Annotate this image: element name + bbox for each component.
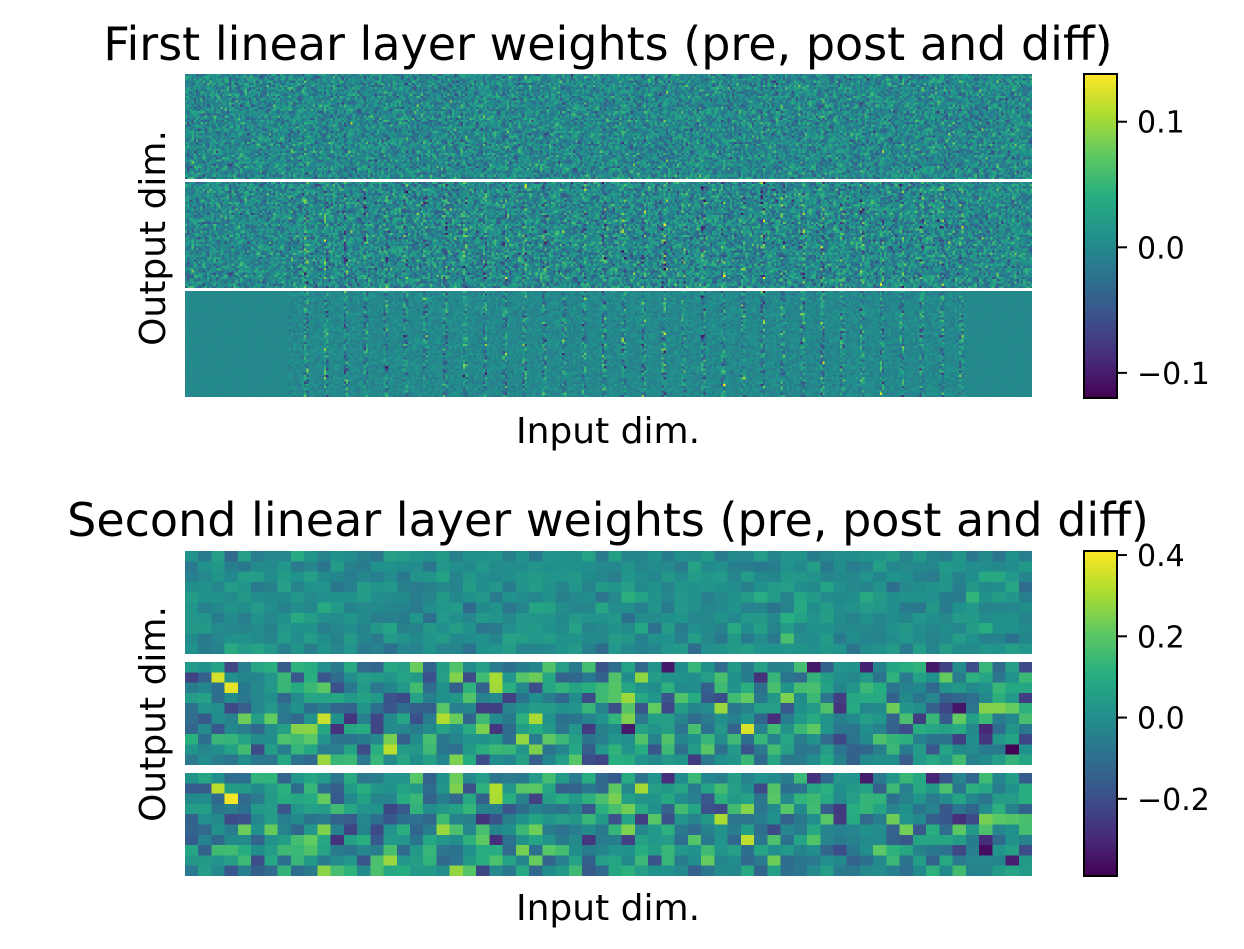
- y-axis-label: Output dim.: [133, 606, 174, 822]
- colorbar-tick-label: −0.1: [1137, 357, 1210, 392]
- y-axis-label: Output dim.: [133, 130, 174, 346]
- x-axis-label: Input dim.: [516, 411, 700, 452]
- colorbar-gradient: [1083, 550, 1118, 877]
- chart-first-layer: First linear layer weights (pre, post an…: [103, 17, 1209, 452]
- colorbar-tick-label: 0.2: [1137, 620, 1185, 655]
- x-axis-label: Input dim.: [516, 888, 700, 929]
- heatmap-diff-panel: [185, 291, 1032, 397]
- colorbar-tick-label: 0.0: [1137, 702, 1185, 737]
- colorbar-ticks: 0.1 0.0 −0.1: [1117, 106, 1210, 392]
- heatmap-post-panel: [185, 182, 1032, 288]
- colorbar-tick-label: −0.2: [1137, 783, 1210, 818]
- colorbar: 0.1 0.0 −0.1: [1083, 73, 1210, 399]
- chart-title: First linear layer weights (pre, post an…: [103, 17, 1112, 71]
- chart-second-layer: Second linear layer weights (pre, post a…: [67, 493, 1210, 929]
- heatmap-area: [185, 551, 1032, 876]
- heatmap-area: [185, 74, 1032, 397]
- colorbar-gradient: [1083, 73, 1118, 399]
- chart-title: Second linear layer weights (pre, post a…: [67, 493, 1149, 547]
- heatmap-post-panel: [185, 662, 1032, 765]
- heatmap-pre-panel: [185, 551, 1032, 654]
- colorbar-ticks: 0.4 0.2 0.0 −0.2: [1117, 539, 1210, 818]
- heatmap-diff-panel: [185, 773, 1032, 876]
- colorbar-tick-label: 0.4: [1137, 539, 1185, 574]
- heatmap-pre-panel: [185, 74, 1032, 179]
- colorbar-tick-label: 0.0: [1137, 231, 1185, 266]
- colorbar: 0.4 0.2 0.0 −0.2: [1083, 539, 1210, 877]
- colorbar-tick-label: 0.1: [1137, 106, 1185, 141]
